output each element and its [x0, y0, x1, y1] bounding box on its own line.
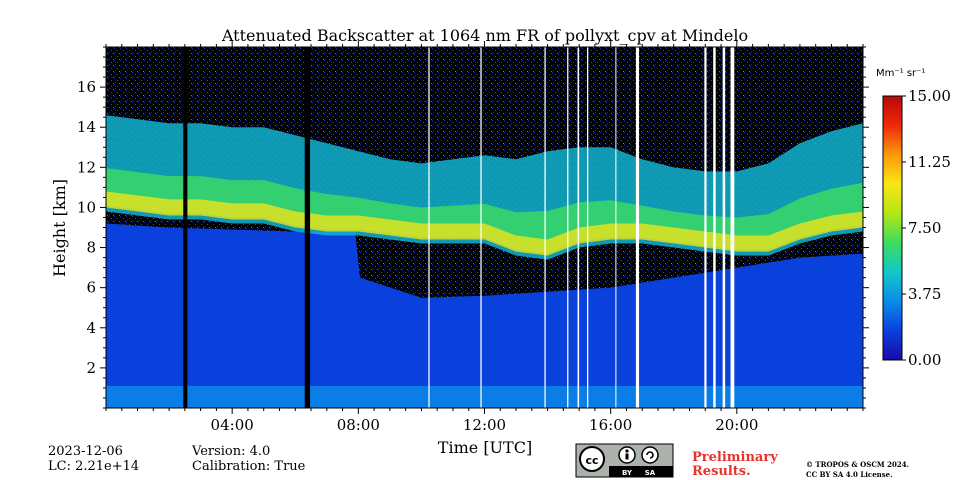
data-gap-3: [480, 47, 482, 408]
cloud-layer-bright: [106, 191, 863, 256]
data-gap-0: [183, 47, 188, 408]
x-axis: 04:00 08:00 12:00 16:00 20:00: [105, 41, 864, 434]
data-gap-2: [428, 47, 430, 408]
x-tick-label: 04:00: [211, 416, 254, 434]
data-gap-7: [587, 47, 589, 408]
data-gap-8: [615, 47, 617, 408]
license-sa-text: SA: [645, 469, 656, 477]
lidar-constant-text: LC: 2.21e+14: [48, 459, 140, 474]
colorbar-tick-label: 11.25: [908, 153, 951, 171]
y-tick-label: 2: [86, 359, 96, 377]
y-tick-label: 10: [77, 198, 96, 216]
colorbar-unit-label: Mm⁻¹ sr⁻¹: [876, 68, 925, 79]
date-text: 2023-12-06: [48, 444, 123, 459]
x-tick-label: 12:00: [463, 416, 506, 434]
y-tick-label: 12: [77, 158, 96, 176]
y-tick-label: 16: [77, 78, 96, 96]
colorbar: Mm⁻¹ sr⁻¹ 0.00 3.75 7.50 11.25 15.00: [876, 68, 951, 369]
data-gap-5: [567, 47, 569, 408]
x-tick-label: 20:00: [715, 416, 758, 434]
chart-title: Attenuated Backscatter at 1064 nm FR of …: [221, 26, 748, 45]
version-text: Version: 4.0: [192, 444, 271, 459]
x-tick-label: 16:00: [589, 416, 632, 434]
colorbar-gradient: [882, 95, 903, 361]
svg-text:cc: cc: [585, 454, 598, 467]
y-tick-label: 14: [77, 118, 96, 136]
data-gap-4: [544, 47, 546, 408]
preliminary-text-line2: Results.: [692, 464, 751, 479]
aerosol-layer: [106, 223, 863, 408]
data-gap-6: [577, 47, 580, 408]
x-tick-label: 08:00: [337, 416, 380, 434]
y-axis-label: Height [km]: [50, 179, 69, 277]
x-axis-label: Time [UTC]: [438, 438, 532, 457]
y-tick-label: 6: [86, 279, 96, 297]
data-gap-13: [730, 47, 735, 408]
y-tick-label: 4: [86, 319, 96, 337]
colorbar-tick-label: 15.00: [908, 87, 951, 105]
plot-area: [106, 47, 863, 408]
license-by-text: BY: [622, 469, 633, 477]
copyright-text-line2: CC BY SA 4.0 License.: [806, 470, 893, 479]
y-tick-label: 8: [86, 239, 96, 257]
boundary-layer: [106, 385, 863, 408]
preliminary-text-line1: Preliminary: [692, 450, 778, 465]
data-gap-1: [304, 47, 311, 408]
data-gap-11: [713, 47, 716, 408]
calibration-text: Calibration: True: [192, 459, 306, 474]
y-axis: 2 4 6 8 10 12 14 16: [77, 46, 869, 409]
copyright-text-line1: © TROPOS & OSCM 2024.: [806, 460, 910, 469]
colorbar-tick-label: 0.00: [908, 351, 941, 369]
data-gap-10: [704, 47, 707, 408]
data-gap-12: [722, 47, 726, 408]
colorbar-tick-label: 3.75: [908, 285, 941, 303]
colorbar-tick-label: 7.50: [908, 219, 941, 237]
license-badge: cc BY SA: [575, 443, 674, 478]
data-gap-9: [635, 47, 640, 408]
cc-icon: [579, 446, 605, 472]
share-alike-icon: [641, 446, 659, 464]
